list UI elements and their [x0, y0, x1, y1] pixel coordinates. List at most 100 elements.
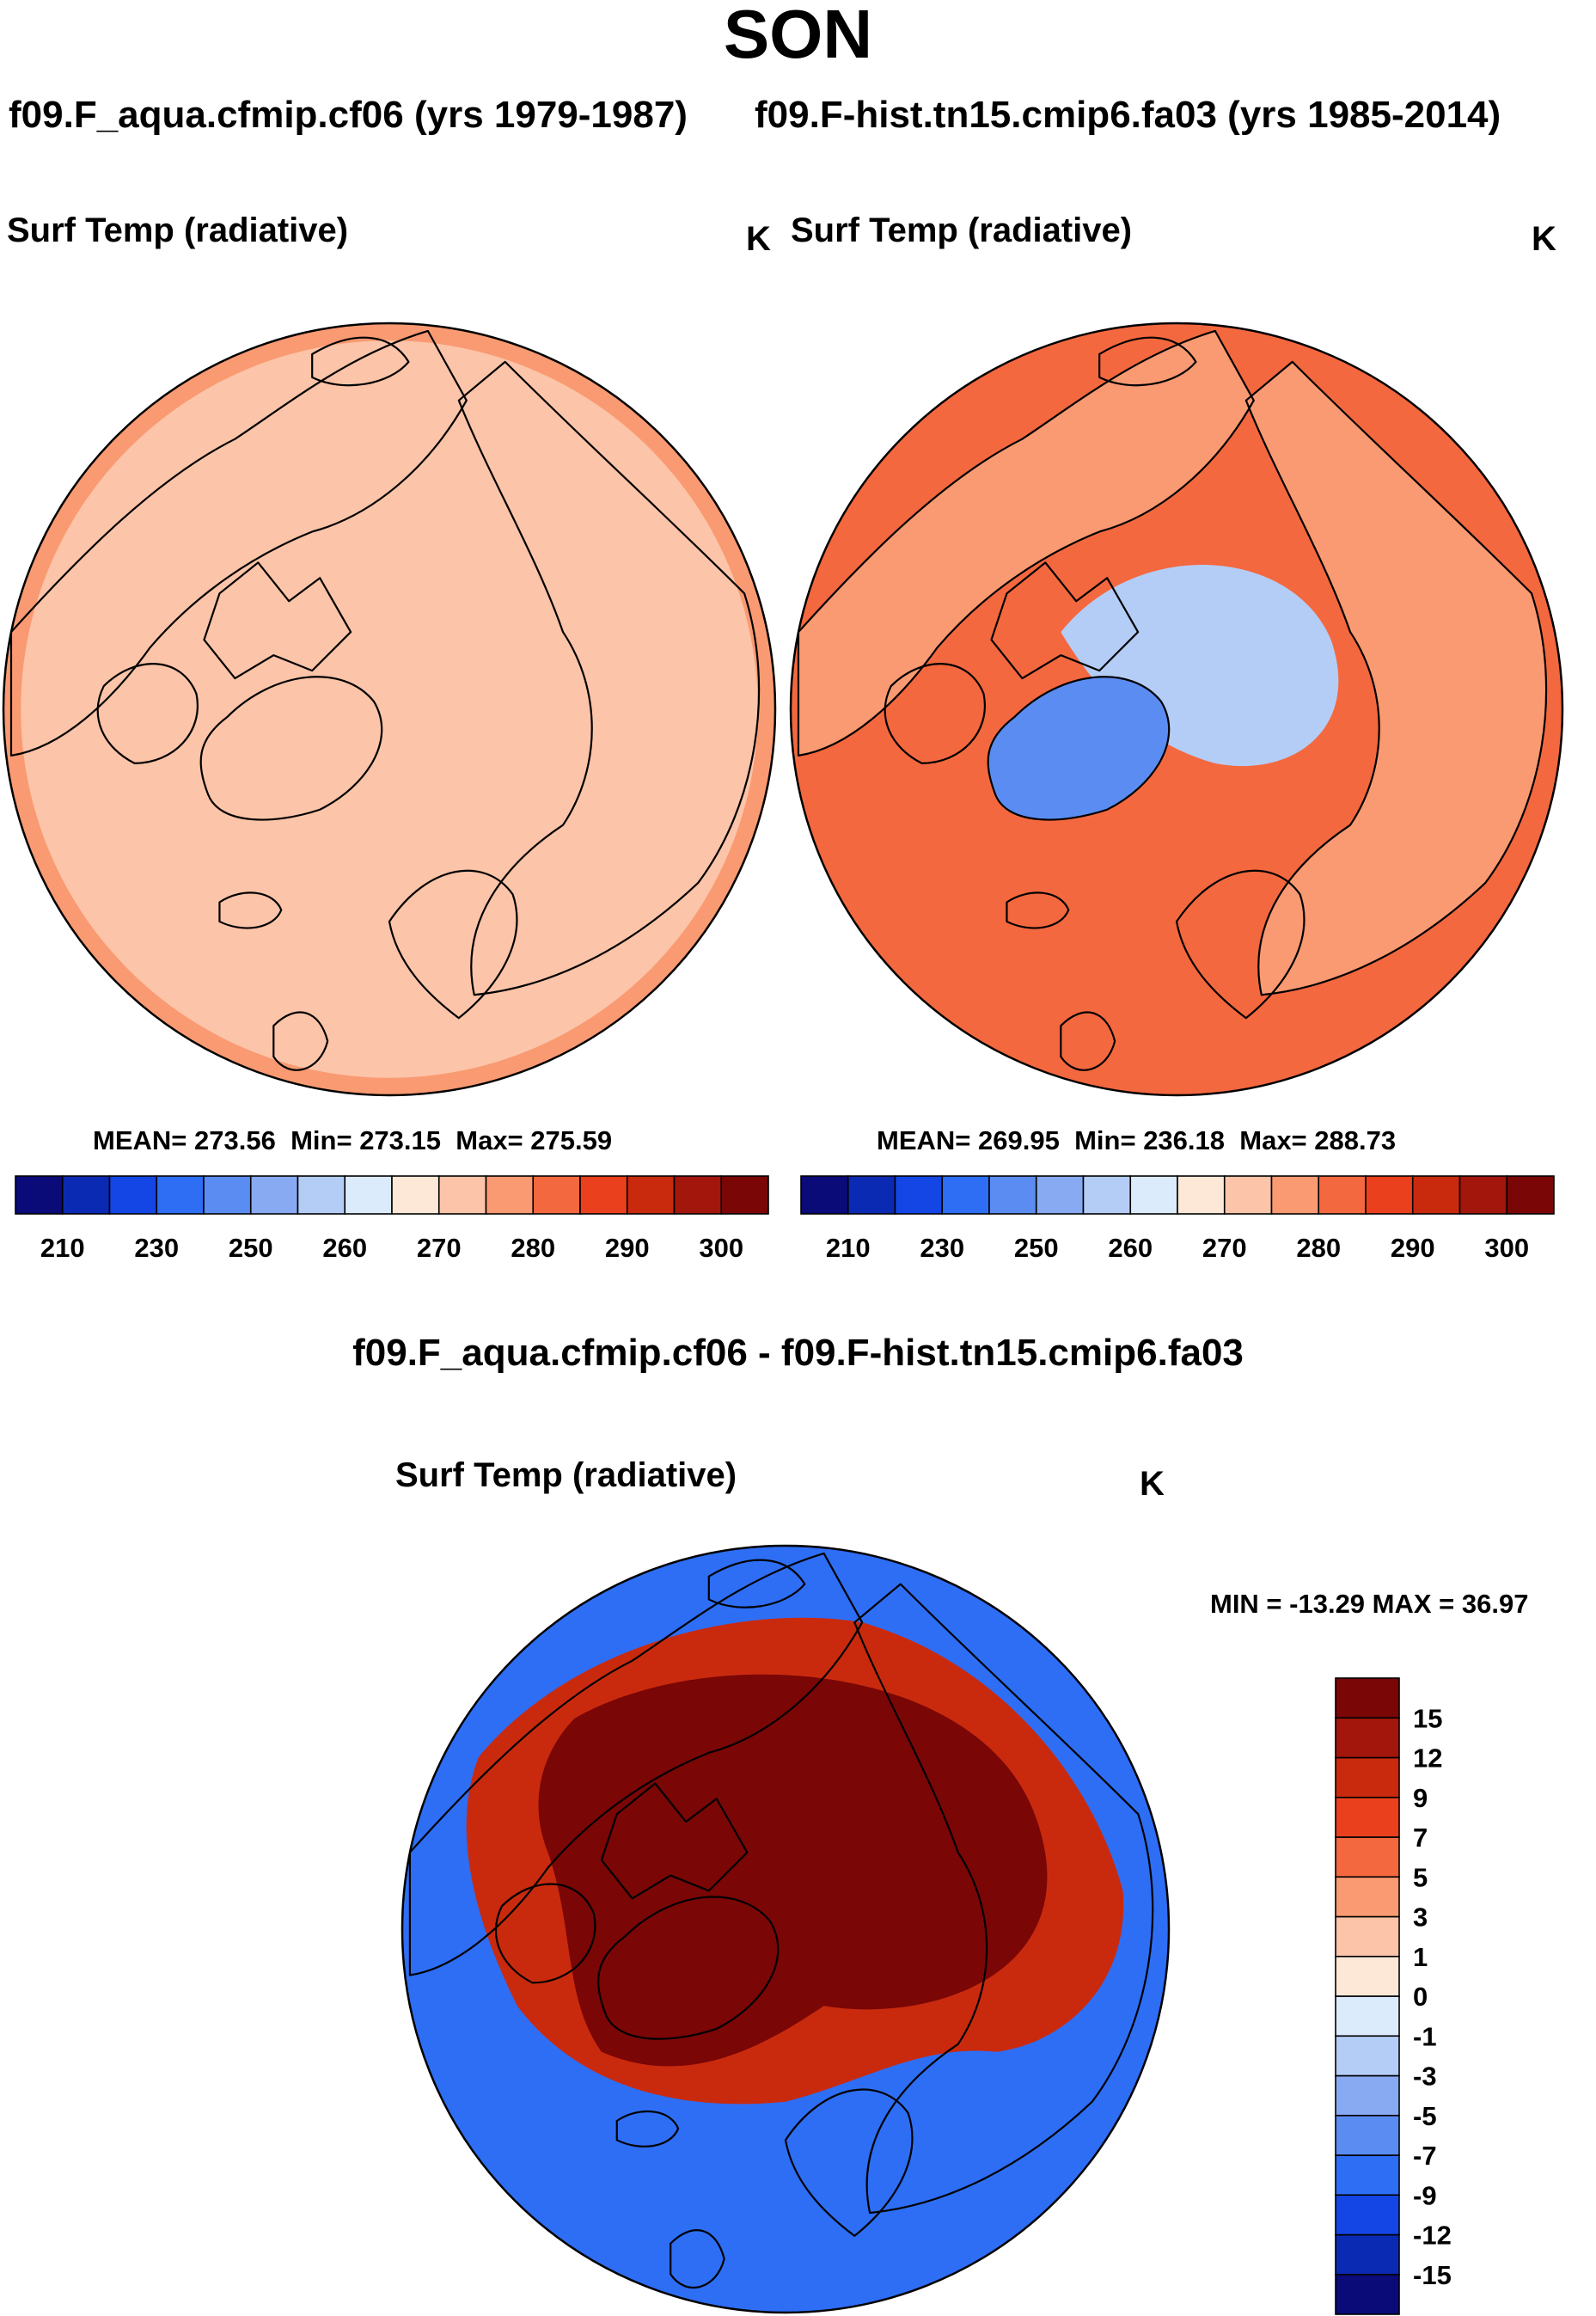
left-colorbar-tick-label: 280: [511, 1233, 555, 1263]
left-min-value: 273.15: [359, 1125, 442, 1155]
left-colorbar-tick-label: 210: [40, 1233, 85, 1263]
right-colorbar-box: [800, 1175, 849, 1215]
right-hudson-bay-coastline: [884, 663, 986, 764]
left-colorbar-box: [532, 1175, 581, 1215]
left-mean-label: MEAN=: [93, 1125, 187, 1155]
diff-minmax: MIN = -13.29 MAX = 36.97: [1210, 1589, 1529, 1619]
diff-colorbar-box: [1335, 1756, 1400, 1798]
right-greenland-coastline: [987, 676, 1171, 821]
left-map-border: [2, 322, 777, 1097]
diff-arctic-archipelago-coastline: [600, 1782, 749, 1900]
diff-colorbar-box: [1335, 1995, 1400, 2037]
main-title: SON: [723, 0, 873, 72]
diff-scandinavia-coastline: [784, 2088, 914, 2237]
left-variable-label: Surf Temp (radiative): [7, 211, 349, 249]
left-colorbar-tick-label: 250: [229, 1233, 273, 1263]
diff-colorbar-tick-label: -7: [1413, 2141, 1437, 2171]
left-mean-value: 273.56: [194, 1125, 276, 1155]
right-colorbar-box: [1129, 1175, 1178, 1215]
left-hudson-bay-coastline: [96, 663, 199, 764]
right-stats: MEAN= 269.95 Min= 236.18 Max= 288.73: [877, 1125, 1396, 1156]
left-colorbar-tick-label: 300: [699, 1233, 743, 1263]
left-colorbar-box: [344, 1175, 393, 1215]
left-max-value: 275.59: [530, 1125, 613, 1155]
left-eurasia-coastline: [457, 360, 761, 996]
right-map-border: [789, 322, 1564, 1097]
diff-eurasia-coastline: [853, 1583, 1154, 2215]
right-alaska-coastline: [1098, 336, 1197, 387]
right-colorbar-tick-label: 210: [826, 1233, 871, 1263]
left-colorbar-tick-label: 270: [417, 1233, 462, 1263]
diff-colorbar-box: [1335, 2114, 1400, 2156]
diff-colorbar-box: [1335, 1955, 1400, 1997]
diff-colorbar-tick-label: 5: [1413, 1862, 1428, 1892]
right-colorbar-tick-label: 300: [1484, 1233, 1529, 1263]
diff-colorbar-tick-label: 0: [1413, 1982, 1428, 2012]
left-scandinavia-coastline: [388, 869, 518, 1020]
diff-colorbar-box: [1335, 2074, 1400, 2117]
left-alaska-coastline: [311, 336, 410, 387]
right-colorbar-box: [1365, 1175, 1414, 1215]
left-units-label: K: [746, 220, 771, 258]
diff-colorbar-box: [1335, 1717, 1400, 1759]
right-iceland-coastline: [1006, 891, 1070, 929]
diff-colorbar-tick-label: 15: [1413, 1703, 1442, 1733]
diff-colorbar-box: [1335, 1796, 1400, 1838]
left-colorbar-box: [720, 1175, 769, 1215]
left-colorbar-box: [249, 1175, 299, 1215]
left-colorbar-box: [626, 1175, 676, 1215]
diff-colorbar-box: [1335, 1677, 1400, 1719]
right-colorbar-tick-label: 280: [1296, 1233, 1341, 1263]
right-colorbar-box: [1223, 1175, 1273, 1215]
diff-alaska-coastline: [707, 1559, 806, 1608]
right-colorbar-box: [1035, 1175, 1085, 1215]
left-region-interior: [21, 340, 758, 1078]
right-mean-label: MEAN=: [877, 1125, 971, 1155]
diff-british-isles-coastline: [670, 2229, 725, 2288]
left-iceland-coastline: [218, 891, 283, 929]
diff-colorbar-tick-label: 9: [1413, 1783, 1428, 1813]
right-units-label: K: [1532, 220, 1556, 258]
right-region-greenland: [988, 677, 1170, 820]
right-colorbar: 210 230 250 260 270 280 290 300: [800, 1175, 1555, 1263]
right-case-title: f09.F-hist.tn15.cmip6.fa03 (yrs 1985-201…: [755, 94, 1501, 136]
right-colorbar-box: [847, 1175, 896, 1215]
left-colorbar-box: [203, 1175, 252, 1215]
left-max-label: Max=: [456, 1125, 523, 1155]
diff-colorbar-box: [1335, 1876, 1400, 1918]
diff-colorbar-tick-label: -1: [1413, 2021, 1437, 2051]
left-colorbar-box: [391, 1175, 440, 1215]
diff-iceland-coastline: [615, 2110, 680, 2148]
left-stats: MEAN= 273.56 Min= 273.15 Max= 275.59: [93, 1125, 612, 1156]
right-colorbar-box: [1506, 1175, 1555, 1215]
diff-colorbar-tick-label: 12: [1413, 1743, 1442, 1774]
right-colorbar-box: [894, 1175, 944, 1215]
diff-greenland-coastline: [597, 1896, 780, 2040]
left-arctic-archipelago-coastline: [203, 561, 352, 680]
left-colorbar-box: [108, 1175, 158, 1215]
right-colorbar-box: [988, 1175, 1037, 1215]
right-colorbar-box: [1177, 1175, 1226, 1215]
diff-colorbar-tick-label: 7: [1413, 1823, 1428, 1853]
left-colorbar-box: [673, 1175, 723, 1215]
left-colorbar-tick-label: 260: [322, 1233, 367, 1263]
right-min-value: 236.18: [1143, 1125, 1226, 1155]
diff-colorbar-tick-label: -12: [1413, 2221, 1452, 2251]
diff-colorbar-box: [1335, 1836, 1400, 1878]
diff-north-america-coastline: [408, 1552, 864, 1976]
diff-colorbar-box: [1335, 2233, 1400, 2276]
right-colorbar-tick-label: 250: [1014, 1233, 1059, 1263]
left-greenland-coastline: [199, 676, 383, 821]
diff-polar-map: [401, 1544, 1171, 2314]
right-colorbar-tick-label: 230: [920, 1233, 964, 1263]
right-colorbar-box: [1270, 1175, 1320, 1215]
right-variable-label: Surf Temp (radiative): [791, 211, 1133, 249]
left-colorbar-box: [297, 1175, 346, 1215]
diff-colorbar-tick-label: -3: [1413, 2062, 1437, 2092]
left-polar-map: [2, 322, 777, 1097]
diff-case-title: f09.F_aqua.cfmip.cf06 - f09.F-hist.tn15.…: [352, 1332, 1244, 1374]
right-max-value: 288.73: [1314, 1125, 1397, 1155]
diff-colorbar-box: [1335, 1915, 1400, 1958]
right-min-label: Min=: [1074, 1125, 1136, 1155]
right-colorbar-box: [941, 1175, 990, 1215]
